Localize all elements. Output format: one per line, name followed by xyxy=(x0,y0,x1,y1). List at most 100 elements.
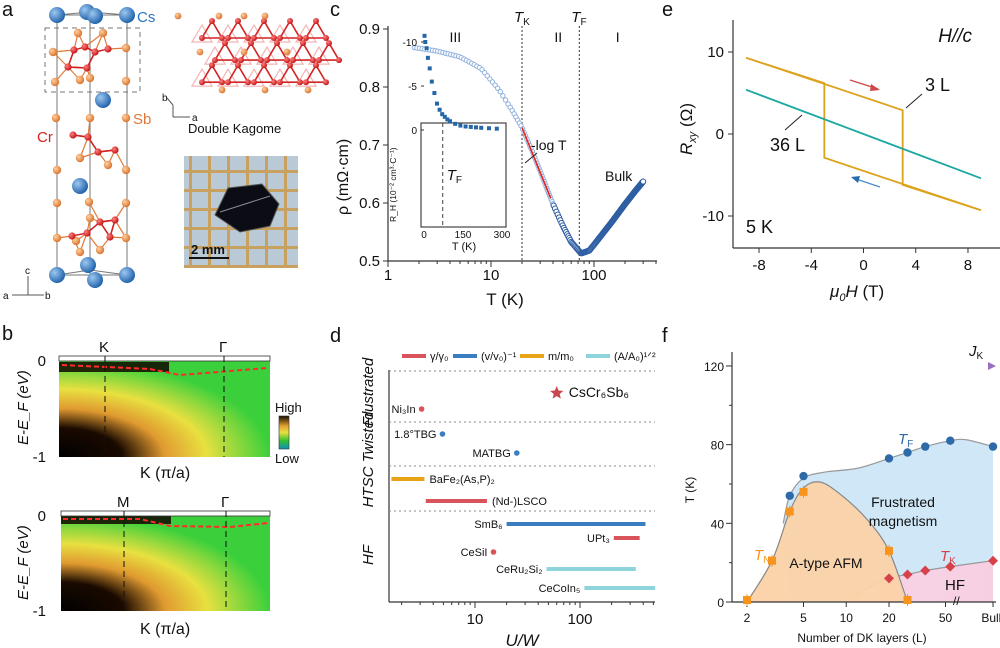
scale-bar-label: 2 mm xyxy=(191,242,225,257)
cr-atom xyxy=(209,18,215,24)
kagome-triangle xyxy=(265,41,289,61)
kagome-triangle xyxy=(226,19,250,39)
cs-atom xyxy=(87,8,103,24)
region-label: III xyxy=(449,29,461,45)
inset-x-tick: 0 xyxy=(421,230,427,241)
kagome-triangle-faded xyxy=(294,68,318,87)
inset-data-point xyxy=(427,66,432,71)
cr-atom xyxy=(91,48,99,56)
vline-label: TK xyxy=(514,9,530,28)
series-label-t_k: TK xyxy=(940,548,956,567)
legend-label: (A/A₀)¹ᐟ² xyxy=(614,351,656,363)
kagome-triangle-faded xyxy=(216,68,240,87)
x-tick-label: 4 xyxy=(912,257,920,274)
tf-data-point xyxy=(785,491,794,500)
x-tick-label: 10 xyxy=(483,267,500,284)
afm-region xyxy=(747,481,908,602)
y-label-sub: xy xyxy=(687,130,699,144)
kagome-triangle xyxy=(252,63,276,83)
cr-atom xyxy=(199,79,205,86)
axis-a-label: a xyxy=(3,291,9,302)
x-axis-label: U/W xyxy=(505,631,540,648)
kagome-triangle xyxy=(278,63,302,83)
cr-atom xyxy=(300,40,306,47)
sb-atom xyxy=(95,245,105,255)
inset-data-point xyxy=(425,55,430,60)
inset-data-point xyxy=(463,124,468,129)
data-point xyxy=(513,450,520,456)
star-marker xyxy=(550,386,564,399)
vline-label-main: T xyxy=(571,9,582,26)
item-label: CeCoIn₅ xyxy=(539,583,581,595)
x-axis-label: Number of DK layers (L) xyxy=(797,631,926,645)
y-label-unit: (Ω) xyxy=(677,103,696,132)
inset-data-point xyxy=(435,101,439,106)
series-label-t_f-main: T xyxy=(898,431,909,448)
kagome-highlight-box xyxy=(44,27,141,93)
kagome-triangle-faded xyxy=(229,45,253,65)
item-label: UPt₃ xyxy=(587,533,610,545)
atom-label-cr: Cr xyxy=(37,129,53,146)
inset-data-point xyxy=(440,112,445,117)
inset-data-point xyxy=(479,125,484,130)
y-axis-label: ρ (mΩ·cm) xyxy=(335,139,352,215)
cr-atom xyxy=(323,35,329,41)
region-label-frustrated: Frustrated xyxy=(871,494,935,510)
cr-atom xyxy=(209,62,215,69)
x-tick-label: Bulk xyxy=(981,611,1000,625)
y-tick-label: 0.9 xyxy=(359,21,380,38)
item-label: CeRu₂Si₂ xyxy=(496,564,542,576)
kagome-triangle-faded xyxy=(216,23,240,43)
data-point xyxy=(502,97,509,103)
tn-data-point xyxy=(799,487,808,496)
sb-atom xyxy=(48,47,58,57)
cr-atom xyxy=(326,40,332,47)
y-label-r: R xyxy=(677,143,696,155)
cr-atom xyxy=(277,79,283,86)
cs-atom xyxy=(72,178,88,194)
kagome-triangle-faded xyxy=(307,45,331,65)
x-tick-label: 10 xyxy=(840,611,854,625)
series-label-t_f: TF xyxy=(898,431,913,450)
tn-data-point xyxy=(785,507,794,516)
axis-c-label: c xyxy=(25,266,30,277)
ytick: -1 xyxy=(33,449,46,466)
region-label-frustrated-2: magnetism xyxy=(869,513,937,529)
inset-data-point xyxy=(423,40,428,44)
sb-atom xyxy=(85,213,95,223)
x-label-sub: 0 xyxy=(839,292,846,304)
inset-data-point xyxy=(453,121,458,126)
item-label: MATBG xyxy=(472,448,510,460)
panel-label-b: b xyxy=(2,323,13,345)
panel-label-f: f xyxy=(662,325,668,347)
ytick: -1 xyxy=(33,603,46,620)
legend-label: m/m₀ xyxy=(548,351,574,363)
inset-y-tick: -5 xyxy=(408,82,417,93)
cr-atom xyxy=(225,79,231,86)
cs-atom xyxy=(49,7,65,23)
cr-atom xyxy=(297,79,303,86)
kagome-triangle-faded xyxy=(190,23,214,43)
group-label-twisted: Twisted xyxy=(360,411,377,462)
arpes-panel: K Γ 0 -1 E-E_F (eV) K (π/a) High Low M Γ… xyxy=(15,339,302,638)
group-label-frustrated: Frustrated xyxy=(360,357,377,426)
item-label: CsCr₆Sb₆ xyxy=(569,384,629,400)
colorbar xyxy=(278,415,290,450)
cr-atom xyxy=(287,62,293,69)
y-tick-label: 0.7 xyxy=(359,137,380,154)
cr-atom xyxy=(336,57,342,64)
cr-atom xyxy=(238,57,244,64)
cr-atom xyxy=(69,131,77,139)
tn-data-point xyxy=(743,596,751,605)
field-direction-label: H//c xyxy=(938,26,972,47)
cr-atom xyxy=(70,46,78,54)
inset-data-point xyxy=(445,117,450,122)
data-point xyxy=(497,89,504,95)
item-label: 1.8°TBG xyxy=(394,429,436,441)
cr-atom xyxy=(271,35,277,41)
legend-label: γ/γ₀ xyxy=(430,351,449,363)
tk-data-point xyxy=(988,555,998,566)
